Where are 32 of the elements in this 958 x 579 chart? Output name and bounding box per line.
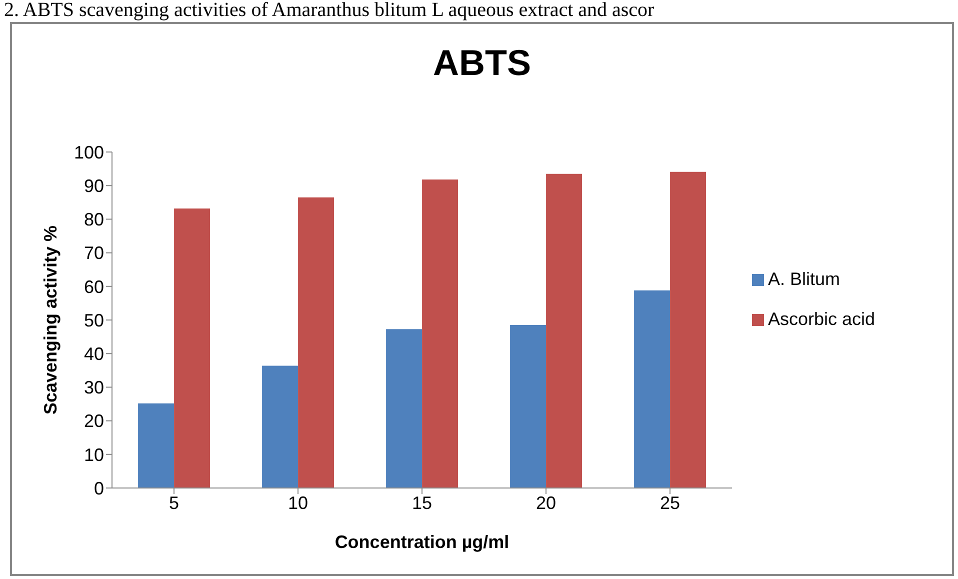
- x-tick-label: 20: [536, 492, 556, 513]
- y-tick-label: 100: [74, 142, 104, 162]
- bar: [262, 366, 298, 488]
- y-tick-label: 10: [84, 444, 104, 465]
- x-tick-label: 15: [412, 492, 432, 513]
- bar: [174, 208, 210, 488]
- bar: [510, 325, 546, 488]
- legend-label: A. Blitum: [768, 269, 840, 289]
- x-tick-label: 10: [288, 492, 308, 513]
- y-tick-label: 70: [84, 243, 104, 264]
- x-tick-label: 25: [660, 492, 680, 513]
- y-tick-label: 60: [84, 276, 104, 297]
- bar: [546, 174, 582, 488]
- bar: [138, 403, 174, 488]
- x-tick-label: 5: [168, 492, 180, 513]
- bar: [670, 172, 706, 488]
- x-axis-title: Concentration µg/ml: [334, 532, 510, 552]
- y-tick-label: 0: [94, 478, 104, 498]
- bar: [298, 197, 334, 488]
- text: 2. ABTS scavenging activities of Amaranthus blitum L aqueous extract and ascor: [4, 0, 654, 21]
- y-tick-label: 80: [84, 210, 104, 230]
- bar: [422, 180, 458, 488]
- legend-label: Ascorbic acid: [768, 309, 876, 329]
- bar: [386, 329, 422, 488]
- y-tick-label: 40: [84, 344, 104, 364]
- y-tick-label: 90: [84, 176, 104, 196]
- chart-title: ABTS: [432, 42, 532, 84]
- y-axis-title: Scavenging activity %: [40, 225, 60, 415]
- y-tick-label: 50: [84, 310, 104, 330]
- y-tick-label: 30: [84, 378, 104, 398]
- y-tick-label: 20: [84, 411, 104, 432]
- bar: [634, 290, 670, 488]
